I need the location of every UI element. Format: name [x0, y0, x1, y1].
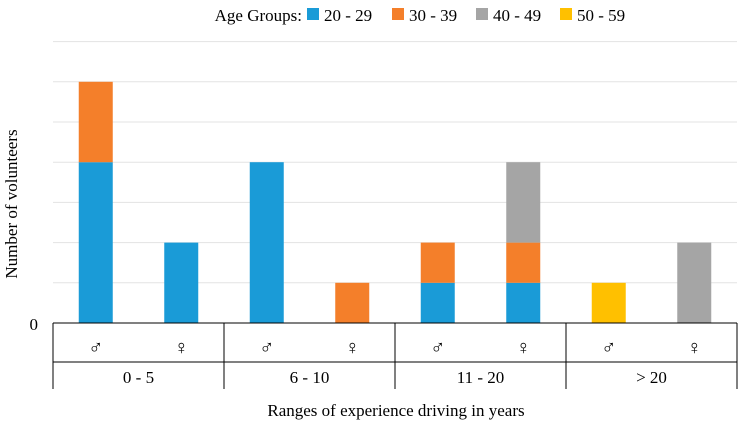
group-label: > 20: [636, 368, 667, 387]
x-tick-label: ♂: [430, 337, 445, 359]
group-label: 6 - 10: [290, 368, 330, 387]
bar-segment: [506, 282, 541, 323]
group-label: 11 - 20: [457, 368, 505, 387]
x-tick-label: ♂: [601, 337, 616, 359]
bar-segment: [78, 81, 113, 163]
x-tick-label: ♀: [687, 337, 702, 359]
bar-segment: [78, 162, 113, 323]
bars: [78, 81, 712, 323]
x-tick-label: ♀: [516, 337, 531, 359]
bar-segment: [677, 242, 712, 323]
bar-segment: [420, 242, 455, 283]
gridlines: [53, 41, 737, 284]
bar-segment: [591, 282, 626, 323]
legend: Age Groups: 20 - 29 30 - 39 40 - 49 50 - 59: [215, 6, 626, 25]
x-tick-label: ♂: [88, 337, 103, 359]
legend-label: 20 - 29: [324, 6, 372, 25]
legend-label: 30 - 39: [409, 6, 457, 25]
bar-segment: [420, 282, 455, 323]
legend-label: 40 - 49: [493, 6, 541, 25]
legend-swatch: [560, 8, 572, 20]
group-label: 0 - 5: [123, 368, 154, 387]
x-tick-label: ♀: [174, 337, 189, 359]
x-tick-label: ♂: [259, 337, 274, 359]
y-tick-label: 0: [30, 315, 39, 334]
bar-segment: [164, 242, 199, 323]
x-tick-label: ♀: [345, 337, 360, 359]
legend-label: 50 - 59: [577, 6, 625, 25]
axes: ♂ ♀ ♂ ♀ ♂ ♀ ♂ ♀ 0 - 5 6 - 10 11 - 20 > 20: [52, 322, 738, 389]
legend-swatch: [392, 8, 404, 20]
bar-segment: [249, 162, 284, 323]
bar-segment: [335, 282, 370, 323]
legend-swatch: [307, 8, 319, 20]
y-axis-label: Number of volunteers: [2, 129, 21, 278]
legend-title: Age Groups:: [215, 6, 302, 25]
x-axis-label: Ranges of experience driving in years: [267, 401, 524, 420]
bar-segment: [506, 242, 541, 283]
legend-swatch: [476, 8, 488, 20]
bar-segment: [506, 162, 541, 243]
